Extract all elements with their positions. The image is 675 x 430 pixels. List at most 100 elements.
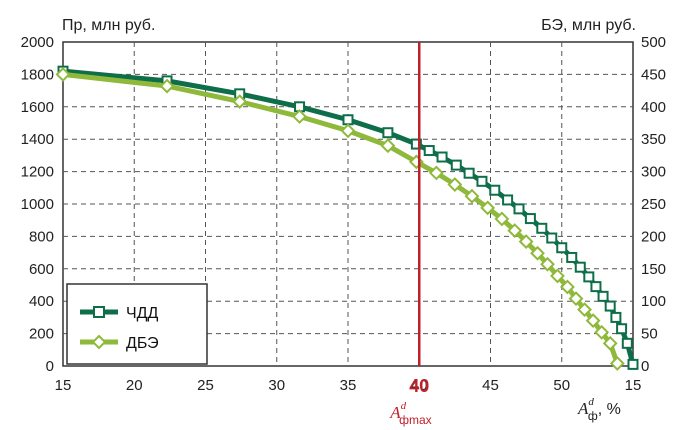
data-point bbox=[436, 151, 448, 163]
data-point bbox=[524, 213, 536, 225]
data-point bbox=[610, 311, 622, 323]
x-tick-label: 30 bbox=[268, 377, 285, 394]
data-point bbox=[340, 123, 356, 139]
legend: ЧДД ДБЭ bbox=[66, 283, 208, 365]
max-marker-value: 40 bbox=[409, 376, 429, 396]
left-tick-label: 1400 bbox=[21, 131, 54, 148]
x-tick-label: 15 bbox=[625, 377, 642, 394]
legend-swatch-marker bbox=[91, 334, 107, 350]
data-point bbox=[450, 159, 462, 171]
data-point bbox=[489, 184, 501, 196]
left-tick-label: 1000 bbox=[21, 196, 54, 213]
data-point bbox=[292, 109, 307, 124]
right-tick-label: 500 bbox=[641, 34, 666, 51]
data-point bbox=[464, 188, 480, 204]
right-axis-ticks: 0 50 100 150 200 250 300 350 400 450 500 bbox=[641, 34, 666, 375]
right-tick-label: 200 bbox=[641, 228, 666, 245]
data-point bbox=[55, 66, 71, 82]
series-2 bbox=[55, 66, 625, 371]
data-point bbox=[568, 291, 584, 307]
data-point bbox=[550, 268, 565, 284]
left-tick-label: 200 bbox=[29, 326, 54, 343]
data-point bbox=[480, 200, 496, 216]
data-point bbox=[513, 203, 525, 215]
data-point bbox=[463, 167, 475, 179]
data-point bbox=[621, 337, 633, 349]
data-point bbox=[590, 281, 602, 293]
legend-box bbox=[66, 283, 208, 365]
left-axis-title: Пр, млн руб. bbox=[62, 17, 155, 34]
left-tick-label: 1800 bbox=[21, 66, 54, 83]
x-axis-symbol-sup: d bbox=[588, 396, 594, 408]
legend-label: ДБЭ bbox=[126, 335, 159, 352]
data-point bbox=[556, 242, 568, 254]
left-tick-label: 400 bbox=[29, 293, 54, 310]
x-tick-label: 50 bbox=[553, 377, 570, 394]
right-tick-label: 50 bbox=[641, 326, 658, 343]
data-point bbox=[627, 358, 639, 370]
data-point bbox=[597, 290, 609, 302]
data-point bbox=[447, 177, 463, 192]
legend-label: ЧДД bbox=[126, 305, 159, 322]
max-marker-symbol-sub: фmax bbox=[399, 413, 432, 427]
x-tick-label: 20 bbox=[126, 377, 143, 394]
left-tick-label: 800 bbox=[29, 228, 54, 245]
data-point bbox=[423, 145, 435, 157]
right-tick-label: 350 bbox=[641, 131, 666, 148]
legend-swatch-marker bbox=[93, 306, 105, 318]
x-axis-symbol: A bbox=[577, 399, 589, 418]
right-tick-label: 300 bbox=[641, 164, 666, 181]
right-tick-label: 400 bbox=[641, 99, 666, 116]
data-point bbox=[507, 223, 523, 238]
data-point bbox=[494, 211, 510, 227]
x-tick-label: 45 bbox=[482, 377, 499, 394]
data-point bbox=[518, 234, 534, 249]
left-tick-label: 1600 bbox=[21, 99, 54, 116]
data-point bbox=[546, 232, 558, 244]
x-axis-symbol-sub: ф bbox=[588, 409, 598, 423]
data-point bbox=[410, 138, 422, 150]
data-point bbox=[380, 138, 396, 154]
data-point bbox=[602, 335, 618, 351]
x-tick-label: 40 bbox=[411, 377, 428, 394]
data-point bbox=[428, 165, 444, 181]
data-point bbox=[232, 94, 248, 110]
data-point bbox=[540, 256, 555, 272]
legend-item: ЧДД bbox=[80, 305, 159, 322]
right-tick-label: 150 bbox=[641, 261, 666, 278]
series-1 bbox=[57, 65, 639, 370]
data-point bbox=[502, 194, 514, 206]
right-axis-title: БЭ, млн руб. bbox=[541, 17, 636, 34]
left-tick-label: 600 bbox=[29, 261, 54, 278]
data-point bbox=[560, 279, 575, 295]
left-tick-label: 0 bbox=[46, 358, 54, 375]
data-point bbox=[616, 323, 628, 335]
data-point bbox=[530, 245, 545, 261]
x-axis-title: Ad ф, % bbox=[577, 396, 621, 423]
series-layer bbox=[55, 65, 639, 371]
data-point bbox=[585, 313, 601, 329]
legend-item: ДБЭ bbox=[80, 334, 159, 352]
x-axis-unit: , % bbox=[598, 401, 621, 418]
max-marker-symbol: Ad фmax bbox=[389, 400, 431, 427]
data-point bbox=[583, 271, 595, 283]
left-tick-label: 1200 bbox=[21, 164, 54, 181]
data-point bbox=[604, 300, 616, 312]
right-tick-label: 0 bbox=[641, 358, 649, 375]
data-point bbox=[159, 78, 175, 94]
data-point bbox=[574, 261, 586, 273]
left-tick-label: 2000 bbox=[21, 34, 54, 51]
left-axis-ticks: 0 200 400 600 800 1000 1200 1400 1600 1800 2000 bbox=[21, 34, 54, 375]
right-tick-label: 100 bbox=[641, 293, 666, 310]
x-tick-label: 25 bbox=[197, 377, 214, 394]
right-tick-label: 450 bbox=[641, 66, 666, 83]
x-tick-label: 15 bbox=[55, 377, 72, 394]
data-point bbox=[594, 324, 610, 340]
data-point bbox=[536, 222, 548, 234]
x-axis-ticks: 15 20 25 30 35 40 45 50 15 bbox=[55, 377, 642, 394]
max-marker-symbol-sup: d bbox=[401, 400, 407, 412]
data-point bbox=[342, 114, 354, 126]
right-tick-label: 250 bbox=[641, 196, 666, 213]
data-point bbox=[577, 302, 592, 318]
